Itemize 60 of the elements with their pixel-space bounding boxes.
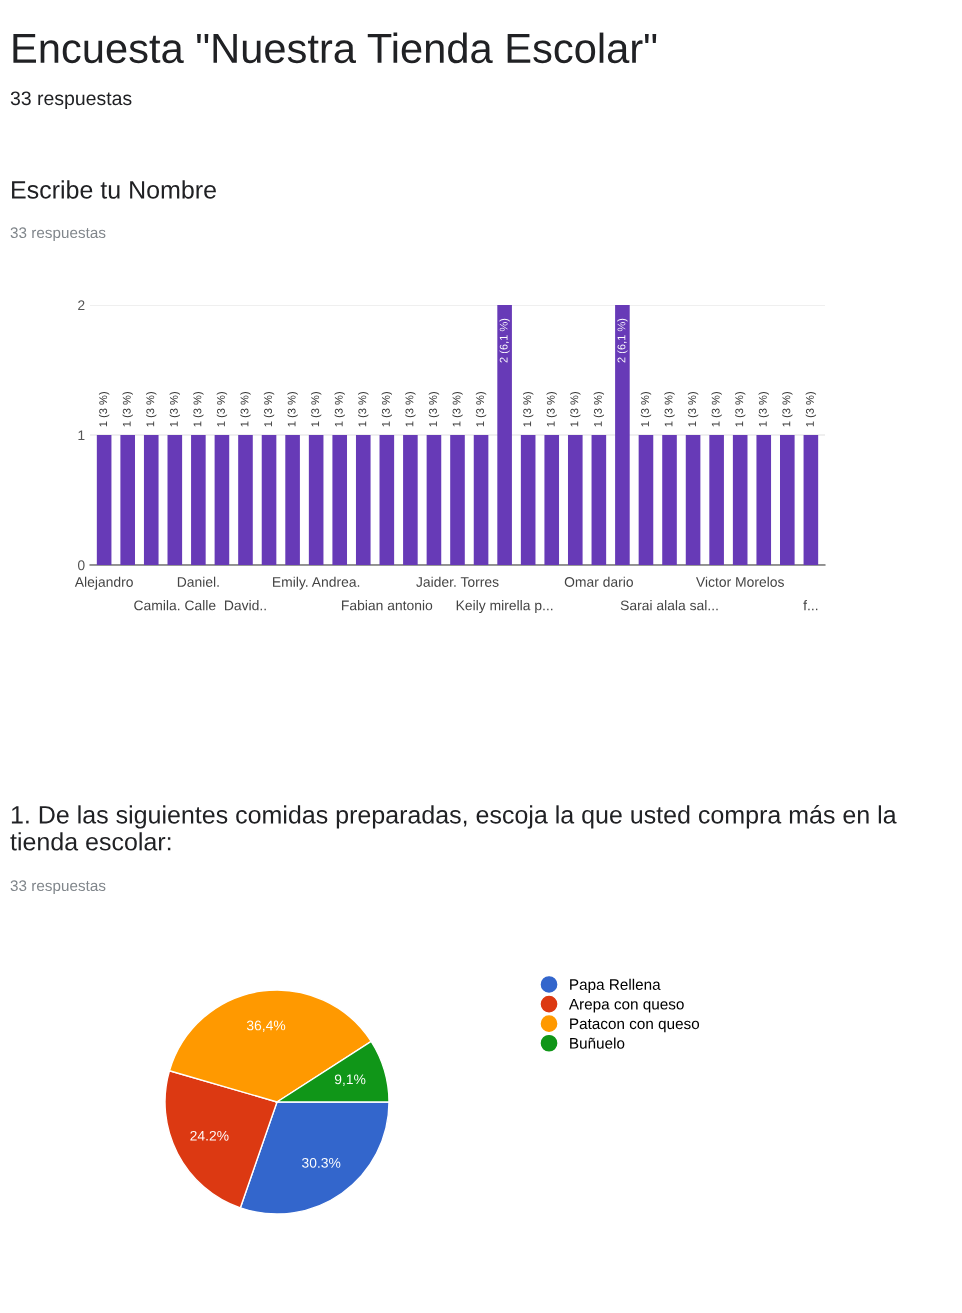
data-label: 1 (3 %) bbox=[805, 392, 817, 427]
data-label: 1 (3 %) bbox=[122, 392, 133, 427]
x-tick-label: Victor Morelos bbox=[696, 576, 784, 587]
data-label: 1 (3 %) bbox=[240, 392, 251, 427]
text: Encuesta "Nuestra Tienda Escolar" bbox=[13, 32, 657, 64]
chart-title: 1. De las siguientes comidas preparadas, escoja la que usted compra más en la tienda escolar: bbox=[10, 805, 897, 851]
data-label: 1 (3 %) bbox=[475, 392, 487, 427]
y-tick-label: 0 bbox=[77, 560, 85, 571]
data-label: 1 (3 %) bbox=[570, 392, 581, 427]
data-label: 1 (3 %) bbox=[169, 392, 180, 427]
data-label: 1 (3 %) bbox=[593, 392, 605, 427]
data-label: 1 (3 %) bbox=[146, 392, 157, 427]
data-label: 1 (3 %) bbox=[358, 392, 369, 427]
x-tick-label: David.. bbox=[225, 600, 266, 611]
x-tick-label: f... bbox=[803, 600, 818, 611]
chart-subtitle: 33 respuestas bbox=[10, 227, 106, 242]
x-tick-label: Keily mirella p... bbox=[456, 600, 553, 614]
legend-label: Patacon con queso bbox=[570, 1018, 700, 1033]
x-tick-label: Jaider. Torres bbox=[416, 576, 499, 587]
x-tick-label: Fabian antonio bbox=[342, 600, 433, 611]
x-tick-label: Camila. Calle bbox=[134, 600, 216, 611]
y-tick-label: 1 bbox=[78, 430, 85, 441]
data-label: 1 (3 %) bbox=[687, 392, 699, 427]
data-label: 2 (6,1 %) bbox=[499, 318, 510, 363]
data-label: 1 (3 %) bbox=[735, 392, 746, 427]
chart-subtitle: 33 respuestas bbox=[10, 880, 106, 895]
chart-title: Escribe tu Nombre bbox=[12, 180, 216, 199]
data-label: 1 (3 %) bbox=[522, 392, 534, 427]
data-label: 1 (3 %) bbox=[381, 392, 392, 427]
data-label: 1 (3 %) bbox=[216, 392, 228, 427]
legend-label: Buñuelo bbox=[570, 1037, 625, 1049]
x-tick-label: Omar dario bbox=[564, 576, 633, 587]
data-label: 1 (3 %) bbox=[193, 392, 204, 427]
data-label: 1 (3 %) bbox=[428, 392, 440, 427]
data-label: 1 (3 %) bbox=[711, 392, 722, 427]
data-label: 1 (3 %) bbox=[263, 392, 275, 427]
data-label: 1 (3 %) bbox=[405, 392, 416, 427]
x-tick-label: Emily. Andrea. bbox=[273, 576, 360, 590]
data-label: 1 (3 %) bbox=[334, 392, 345, 427]
data-label: 9,1% bbox=[334, 1074, 366, 1086]
data-label: 1 (3 %) bbox=[664, 392, 675, 427]
data-label: 1 (3 %) bbox=[452, 392, 463, 427]
legend-label: Papa Rellena bbox=[570, 978, 661, 993]
data-label: 1 (3 %) bbox=[758, 392, 769, 427]
x-tick-label: Daniel. bbox=[177, 576, 219, 587]
data-label: 1 (3 %) bbox=[782, 392, 793, 427]
data-label: 1 (3 %) bbox=[546, 392, 557, 427]
x-tick-label: Alejandro bbox=[74, 576, 133, 590]
x-tick-label: Sarai alala sal... bbox=[620, 600, 718, 611]
data-label: 36,4% bbox=[246, 1020, 286, 1032]
data-label: 30.3% bbox=[302, 1157, 341, 1168]
text: 33 respuestas bbox=[10, 91, 132, 110]
y-tick-label: 2 bbox=[78, 300, 85, 311]
data-label: 1 (3 %) bbox=[287, 392, 298, 427]
data-label: 1 (3 %) bbox=[640, 392, 652, 427]
legend-label: Arepa con queso bbox=[568, 998, 684, 1013]
data-label: 24.2% bbox=[190, 1130, 229, 1141]
data-label: 2 (6,1 %) bbox=[617, 318, 628, 363]
data-label: 1 (3 %) bbox=[98, 392, 110, 427]
data-label: 1 (3 %) bbox=[310, 392, 322, 427]
